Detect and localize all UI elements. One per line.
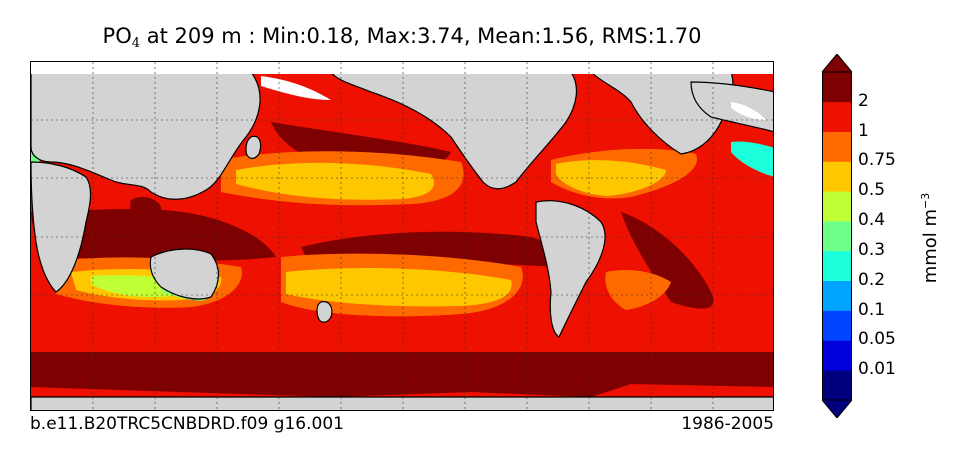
baltic-no-data [731, 102, 766, 120]
colorbar-tick-label: 0.1 [858, 299, 886, 320]
japan [245, 135, 262, 159]
new-zealand [316, 301, 333, 323]
colorbar-bin [822, 161, 852, 192]
title-subscript: 4 [131, 36, 141, 51]
high-concentration-zones [31, 122, 773, 397]
colorbar-bin [822, 280, 852, 311]
subtropical-gyres [31, 141, 773, 317]
colorbar-bin [822, 191, 852, 222]
case-name: b.e11.B20TRC5CNBDRD.f09 g16.001 [30, 414, 344, 434]
indian-ocean-zone [31, 209, 276, 261]
colorbar-extend-min [822, 399, 852, 418]
map-title: PO4 at 209 m : Min:0.18, Max:3.74, Mean:… [30, 24, 774, 51]
colorbar-bin [822, 101, 852, 132]
australia [149, 248, 220, 300]
year-range: 1986-2005 [681, 414, 774, 434]
colorbar-extend-max [822, 54, 852, 73]
south-america [535, 200, 606, 338]
colorbar-tick-label: 0.01 [858, 359, 896, 380]
title-stats: : Min:0.18, Max:3.74, Mean:1.56, RMS:1.7… [248, 24, 702, 48]
arctic-no-data [31, 62, 773, 74]
colorbar-unit-label: mmol m−3 [919, 193, 941, 284]
colorbar-tick-label: 0.3 [858, 239, 886, 260]
north-pacific-gyre-inner [236, 162, 434, 200]
colorbar-bin [822, 131, 852, 162]
colorbar-bin [822, 340, 852, 371]
eurasia [31, 71, 261, 200]
title-species: PO [102, 24, 132, 48]
north-america [329, 71, 578, 190]
colorbar-tick-label: 1 [858, 120, 869, 141]
colorbar-tick-label: 0.05 [858, 329, 896, 350]
title-depth: at 209 m [146, 24, 242, 48]
unit-text: mmol m [920, 208, 941, 284]
unit-exponent: −3 [919, 192, 932, 209]
colorbar-bin [822, 250, 852, 282]
south-atlantic-zone [621, 212, 714, 309]
world-map [30, 61, 774, 411]
colorbar-frame [822, 71, 852, 401]
graticule [31, 62, 773, 410]
colorbar [822, 54, 852, 418]
colorbar-tick-label: 0.75 [858, 150, 896, 171]
no-data-areas [31, 62, 773, 120]
colorbar-tick-label: 0.5 [858, 180, 886, 201]
colorbar-bin [822, 370, 852, 401]
bay-of-bengal-zone [130, 196, 162, 224]
land-masses [31, 71, 773, 410]
colorbar-tick-label: 0.2 [858, 269, 886, 290]
colorbar-tick-label: 2 [858, 90, 869, 111]
south-atlantic-gyre-outer [605, 270, 671, 310]
africa [31, 161, 92, 293]
southern-ocean-zone [31, 352, 773, 397]
mediterranean-low [731, 141, 773, 177]
antarctica [31, 396, 773, 410]
colorbar-bin [822, 310, 852, 341]
colorbar-bin [822, 72, 852, 103]
map-plot-area [31, 62, 773, 410]
colorbar-tick-label: 0.4 [858, 210, 886, 231]
south-pacific-gyre-inner [286, 268, 512, 307]
colorbar-bin [822, 221, 852, 252]
bering-no-data [261, 76, 331, 100]
